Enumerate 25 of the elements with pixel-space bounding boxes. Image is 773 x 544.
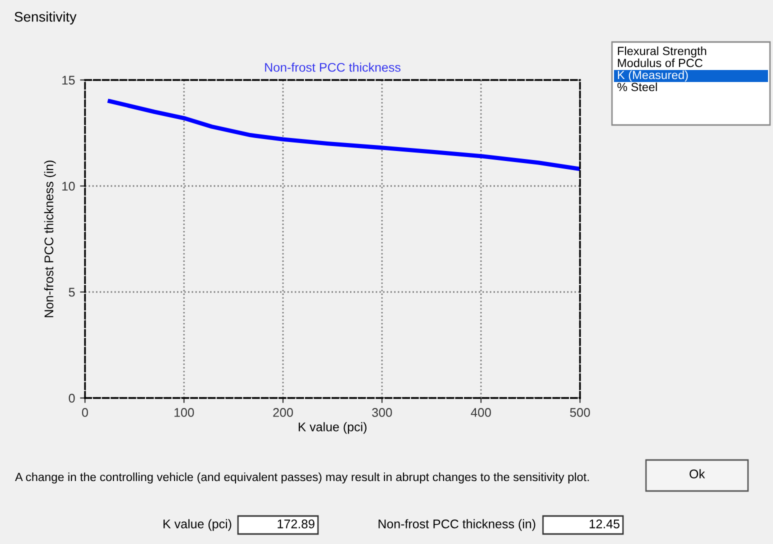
text: K (Measured) <box>618 70 688 82</box>
x-tick-label: 0 <box>82 408 88 417</box>
line-series <box>108 99 580 172</box>
y-axis-title: Non-frost PCC thickness (in) <box>44 160 56 318</box>
text: Modulus of PCC <box>618 58 703 68</box>
text: Ok <box>690 469 706 478</box>
y-tick-label: 15 <box>62 76 75 85</box>
x-tick-label: 100 <box>174 408 194 417</box>
text: Flexural Strength <box>618 46 706 58</box>
x-tick-label: 200 <box>273 408 293 417</box>
text: Non-frost PCC thickness (in) <box>378 519 536 531</box>
x-tick-label: 400 <box>470 408 491 417</box>
text: 172.89 <box>278 520 314 528</box>
x-axis-title: K value (pci) <box>298 422 366 434</box>
text: A change in the controlling vehicle (and equivalent passes) may result in abrupt changes to the sensitivity plot. <box>15 472 589 484</box>
text: 12.45 <box>590 520 620 528</box>
y-tick-label: 0 <box>68 394 75 403</box>
text: K value (pci) <box>164 519 232 531</box>
x-tick-label: 300 <box>372 408 392 417</box>
y-tick-label: 10 <box>62 182 75 191</box>
text: Sensitivity <box>14 12 76 24</box>
chart-title: Non-frost PCC thickness <box>265 62 400 72</box>
text: % Steel <box>617 82 657 92</box>
x-tick-label: 500 <box>570 408 590 417</box>
y-tick-label: 5 <box>68 288 75 297</box>
